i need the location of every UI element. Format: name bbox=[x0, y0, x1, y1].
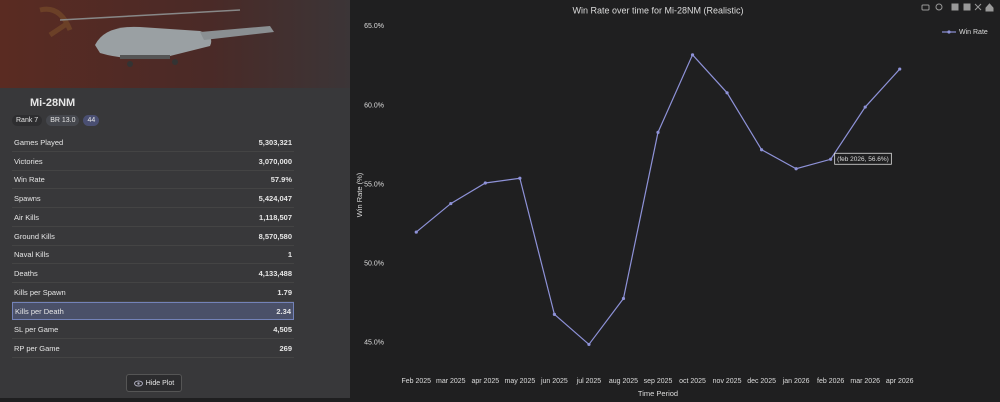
button-label: Hide Plot bbox=[145, 379, 175, 387]
stat-value: 5,303,321 bbox=[258, 138, 292, 147]
point bbox=[690, 53, 695, 57]
legend-swatch-point bbox=[947, 30, 951, 34]
point bbox=[898, 67, 902, 71]
badge: BR 13.0 bbox=[46, 115, 80, 126]
y-axis-label: Win Rate (%) bbox=[355, 172, 364, 217]
stat-label: Games Played bbox=[14, 138, 64, 147]
stat-value: 1.79 bbox=[277, 287, 292, 297]
stat-row: Spawns 5,424,047 bbox=[12, 190, 294, 209]
y-tick-label: 60.0% bbox=[364, 102, 384, 109]
stat-row: Naval Kills 1 bbox=[12, 246, 294, 265]
stat-label: Victories bbox=[14, 156, 43, 166]
stat-value: 8,570,580 bbox=[258, 231, 292, 241]
tooltip-text: (feb 2026, 56.6%) bbox=[837, 156, 889, 163]
point bbox=[725, 91, 729, 95]
chart: Win Rate over time for Mi-28NM (Realisti… bbox=[355, 3, 994, 398]
stat-row: Air Kills 1,118,507 bbox=[12, 209, 294, 227]
x-tick-label: nov 2025 bbox=[713, 378, 742, 385]
x-tick-label: mar 2026 bbox=[850, 378, 880, 385]
vehicle-name: Mi-28NM bbox=[30, 97, 76, 109]
stat-row: Kills per Spawn 1.79 bbox=[12, 284, 294, 302]
point bbox=[656, 130, 660, 134]
badge: 44 bbox=[83, 115, 100, 126]
x-tick-label: oct 2025 bbox=[679, 378, 706, 385]
stat-label: SL per Game bbox=[14, 325, 59, 334]
stat-label: Kills per Spawn bbox=[14, 287, 66, 297]
stat-label: Win Rate bbox=[14, 175, 45, 185]
y-tick-label: 55.0% bbox=[364, 181, 384, 188]
point bbox=[863, 105, 867, 109]
stat-value: 2.34 bbox=[276, 306, 291, 316]
stat-label: Spawns bbox=[14, 194, 41, 204]
stat-value: 4,505 bbox=[273, 325, 292, 334]
stat-row: SL per Game 4,505 bbox=[12, 321, 294, 339]
x-tick-label: apr 2025 bbox=[472, 378, 500, 385]
x-axis-label: Time Period bbox=[638, 389, 678, 398]
point bbox=[829, 157, 833, 161]
hide-plot-button[interactable]: Hide Plot bbox=[126, 374, 182, 392]
point bbox=[587, 342, 591, 347]
stat-value: 3,070,000 bbox=[258, 156, 292, 166]
stat-row: Victories 3,070,000 bbox=[12, 153, 294, 171]
stat-row: Deaths 4,133,488 bbox=[12, 265, 294, 283]
x-tick-label: sep 2025 bbox=[644, 378, 673, 385]
stat-row: Games Played 5,303,321 bbox=[12, 134, 294, 152]
x-tick-label: jul 2025 bbox=[576, 378, 602, 385]
point bbox=[483, 181, 487, 185]
chart-title: Win Rate over time for Mi-28NM (Realisti… bbox=[572, 5, 743, 15]
stat-value: 5,424,047 bbox=[258, 194, 292, 204]
y-tick-label: 50.0% bbox=[364, 261, 384, 268]
stat-label: Kills per Death bbox=[15, 306, 64, 316]
line bbox=[415, 53, 901, 346]
y-tick-label: 65.0% bbox=[364, 23, 384, 30]
stat-label: Naval Kills bbox=[14, 250, 50, 260]
legend-label: Win Rate bbox=[959, 29, 988, 36]
stat-label: Air Kills bbox=[14, 212, 40, 222]
stat-value: 1 bbox=[287, 250, 292, 260]
stat-label: RP per Game bbox=[14, 343, 60, 353]
stat-label: Ground Kills bbox=[14, 231, 55, 241]
point bbox=[794, 167, 798, 171]
stat-label: Deaths bbox=[14, 268, 38, 278]
x-tick-label: may 2025 bbox=[504, 378, 535, 385]
x-tick-label: mar 2025 bbox=[436, 378, 466, 385]
x-tick-label: aug 2025 bbox=[609, 378, 638, 385]
point bbox=[414, 230, 418, 234]
stat-value: 1,118,507 bbox=[259, 212, 292, 222]
stat-value: 4,133,488 bbox=[258, 268, 292, 278]
point bbox=[518, 176, 522, 180]
vehicle-panel: Mi-28NM Rank 7 BR 13.0 44 Games Played 5,30… bbox=[0, 0, 350, 398]
y-tick-label: 45.0% bbox=[364, 340, 384, 347]
badges: Rank 7 BR 13.0 44 bbox=[12, 115, 100, 126]
vehicle-image bbox=[0, 0, 350, 88]
stat-row: Kills per Death 2.34 bbox=[12, 302, 294, 321]
stat-row: Win Rate 57.9% bbox=[12, 171, 294, 190]
point bbox=[621, 296, 626, 301]
x-tick-label: jan 2026 bbox=[782, 378, 810, 385]
point bbox=[552, 312, 556, 316]
x-tick-label: Feb 2025 bbox=[401, 378, 431, 385]
x-tick-label: feb 2026 bbox=[817, 378, 844, 385]
badge: Rank 7 bbox=[12, 115, 43, 126]
point bbox=[760, 148, 764, 152]
eye-icon bbox=[133, 380, 143, 386]
tooltip-box bbox=[834, 152, 892, 165]
stat-row: RP per Game 269 bbox=[12, 340, 294, 358]
toolbar[interactable] bbox=[921, 3, 994, 12]
stat-value: 57.9% bbox=[270, 175, 292, 185]
x-tick-label: jun 2025 bbox=[540, 378, 568, 385]
tooltip: (feb 2026, 56.6%) bbox=[834, 152, 892, 165]
x-tick-label: apr 2026 bbox=[886, 378, 914, 385]
stat-row: Ground Kills 8,570,580 bbox=[12, 228, 294, 246]
stat-value: 269 bbox=[279, 343, 292, 353]
x-tick-label: dec 2025 bbox=[747, 378, 776, 385]
point bbox=[449, 201, 453, 206]
